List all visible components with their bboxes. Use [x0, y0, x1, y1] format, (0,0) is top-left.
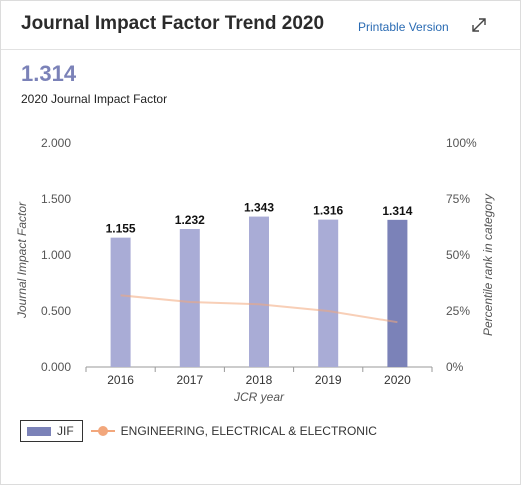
jif-bar[interactable]	[179, 229, 200, 367]
legend-item-category[interactable]: ENGINEERING, ELECTRICAL & ELECTRONIC	[90, 424, 377, 438]
jif-bar[interactable]	[318, 219, 339, 367]
printable-version-link[interactable]: Printable Version	[358, 20, 449, 34]
x-axis-label: JCR year	[233, 390, 285, 404]
jif-swatch	[27, 426, 51, 436]
jif-bar[interactable]	[249, 216, 269, 367]
bar-data-label: 1.343	[244, 201, 274, 215]
y-tick-label: 1.000	[41, 248, 71, 262]
bar-data-label: 1.316	[313, 204, 343, 218]
bar-data-label: 1.155	[106, 222, 136, 236]
expand-icon[interactable]	[470, 16, 488, 34]
bar-data-label: 1.314	[382, 204, 412, 218]
x-tick-label: 2017	[176, 373, 203, 387]
percentile-line	[120, 294, 398, 324]
jif-value-label: 2020 Journal Impact Factor	[21, 92, 168, 106]
y-tick-label: 1.500	[41, 192, 71, 206]
y-tick-label: 0.500	[41, 304, 71, 318]
legend-category-label: ENGINEERING, ELECTRICAL & ELECTRONIC	[120, 424, 377, 438]
x-tick-label: 2020	[384, 373, 411, 387]
y-tick-label: 2.000	[41, 136, 71, 150]
legend-item-jif[interactable]: JIF	[20, 420, 83, 442]
category-line-swatch	[90, 425, 115, 437]
y-right-tick-label: 25%	[446, 304, 470, 318]
bar-data-label: 1.232	[175, 213, 205, 227]
y-right-tick-label: 50%	[446, 248, 470, 262]
jif-bar[interactable]	[110, 237, 131, 367]
y-right-tick-label: 100%	[446, 136, 477, 150]
card-header: Journal Impact Factor Trend 2020 Printab…	[1, 1, 520, 50]
x-tick-label: 2019	[315, 373, 342, 387]
jif-trend-chart: 0.000 0.500 1.000 1.500 2.000 0% 25% 50% 75% 100…	[15, 136, 495, 404]
x-tick-label: 2016	[107, 373, 134, 387]
chart-legend: JIF ENGINEERING, ELECTRICAL & ELECTRONIC	[20, 419, 377, 443]
y-axis-label: Journal Impact Factor	[15, 201, 29, 319]
card-title: Journal Impact Factor Trend 2020	[21, 13, 325, 34]
jif-bar[interactable]	[387, 219, 408, 367]
legend-jif-label: JIF	[57, 424, 74, 438]
y-right-tick-label: 0%	[446, 360, 464, 374]
y-tick-label: 0.000	[41, 360, 71, 374]
y-axis-right-label: Percentile rank in category	[481, 193, 495, 336]
x-tick-label: 2018	[246, 373, 273, 387]
y-right-tick-label: 75%	[446, 192, 470, 206]
jif-value: 1.314	[21, 61, 77, 86]
